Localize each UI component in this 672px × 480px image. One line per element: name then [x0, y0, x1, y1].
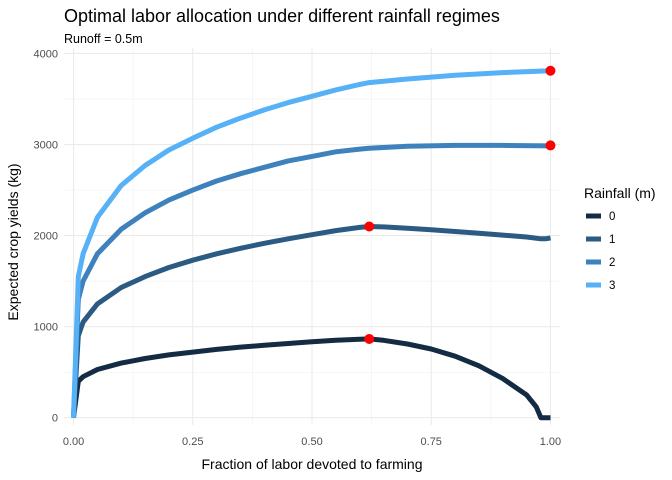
chart-title: Optimal labor allocation under different… [64, 6, 500, 26]
y-axis-label: Expected crop yields (kg) [5, 163, 21, 320]
x-tick-label: 1.00 [540, 436, 561, 448]
legend-label-0: 0 [609, 211, 615, 223]
major-gridlines [64, 48, 560, 425]
optimum-point [364, 221, 375, 232]
x-tick-label: 0.25 [182, 436, 203, 448]
legend-title: Rainfall (m) [584, 185, 656, 201]
legend-label-2: 2 [609, 257, 615, 269]
legend-label-1: 1 [609, 234, 615, 246]
series-line-2 [71, 142, 551, 418]
optimum-point [364, 333, 375, 344]
series-lines [71, 68, 551, 421]
y-tick-label: 3000 [34, 140, 58, 152]
series-line-3 [71, 68, 551, 418]
y-axis-ticks: 0 1000 2000 3000 4000 [34, 48, 58, 424]
legend: Rainfall (m) 0 1 2 3 [584, 185, 656, 292]
series-line-0 [71, 336, 551, 421]
legend-label-3: 3 [609, 280, 615, 292]
x-axis-ticks: 0.00 0.25 0.50 0.75 1.00 [63, 436, 561, 448]
x-tick-label: 0.00 [63, 436, 84, 448]
x-axis-label: Fraction of labor devoted to farming [201, 456, 422, 472]
series-line-1 [71, 224, 551, 418]
chart-subtitle: Runoff = 0.5m [64, 32, 143, 46]
x-tick-label: 0.50 [301, 436, 322, 448]
optimum-point [545, 65, 556, 76]
y-tick-label: 4000 [34, 48, 58, 60]
y-tick-label: 1000 [34, 322, 58, 334]
x-tick-label: 0.75 [421, 436, 442, 448]
y-tick-label: 0 [52, 413, 58, 425]
optimum-point [545, 140, 556, 151]
legend-items: 0 1 2 3 [586, 211, 615, 292]
y-tick-label: 2000 [34, 231, 58, 243]
optimum-points [364, 65, 556, 344]
